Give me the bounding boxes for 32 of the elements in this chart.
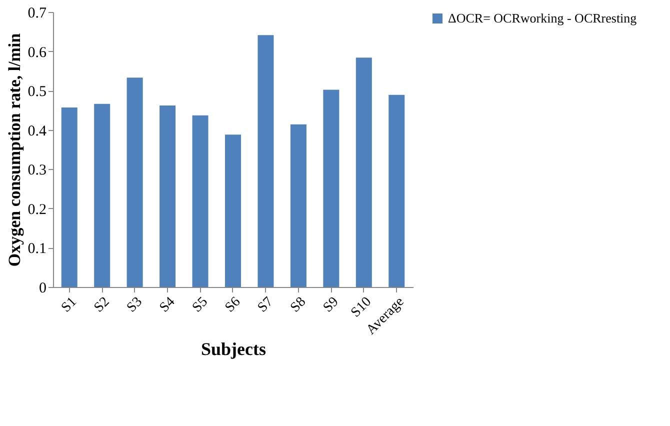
y-tick-label: 0.4 — [28, 123, 47, 140]
bar — [94, 104, 110, 287]
bar — [126, 78, 143, 287]
x-tick-label: S5 — [190, 294, 211, 316]
x-axis-title: Subjects — [200, 339, 266, 360]
x-tick-label: S7 — [255, 294, 276, 316]
x-tick-label: S9 — [320, 294, 342, 316]
bar — [225, 134, 241, 287]
bar — [290, 124, 306, 287]
y-tick-label: 0.1 — [28, 241, 46, 258]
bar — [61, 107, 78, 287]
y-axis-title: Oxygen consumption rate, l/min — [4, 32, 24, 267]
x-tick-label: S2 — [92, 294, 113, 316]
bar — [388, 94, 405, 287]
y-tick-label: 0.6 — [28, 44, 47, 61]
bar — [356, 58, 372, 287]
y-tick-label: 0.3 — [28, 162, 46, 179]
x-tick-label: S1 — [58, 294, 80, 316]
x-tick-label: S6 — [222, 294, 244, 316]
y-tick-label: 0 — [39, 280, 46, 296]
x-tick-label: S3 — [124, 294, 146, 316]
y-tick-label: 0.2 — [28, 202, 46, 218]
y-tick-label: 0.5 — [28, 84, 46, 100]
legend-label: ΔOCR= OCRworking - OCRresting — [448, 10, 638, 26]
x-tick-label: S4 — [157, 294, 178, 316]
bar — [323, 90, 340, 287]
y-tick-label: 0.7 — [28, 6, 47, 22]
bar — [160, 106, 176, 287]
x-tick-label: S8 — [288, 294, 310, 316]
bar — [258, 35, 274, 287]
x-tick-label: S10 — [348, 294, 375, 321]
bar — [192, 115, 208, 287]
